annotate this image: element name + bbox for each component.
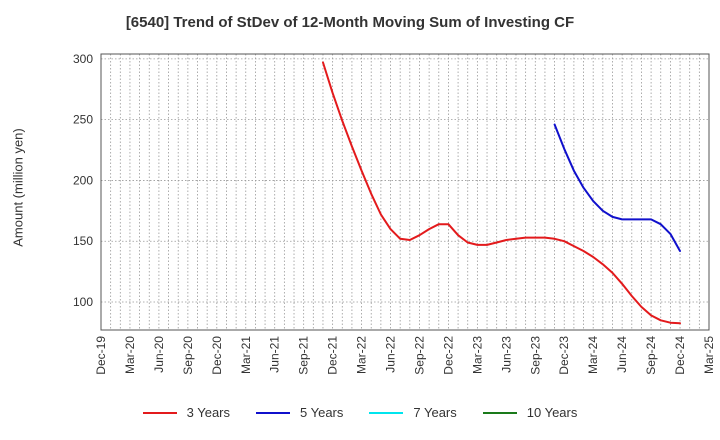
y-tick-label: 250 [73, 113, 93, 127]
x-tick-label: Sep-20 [181, 336, 195, 375]
legend-swatch [482, 411, 517, 414]
x-tick-label: Jun-24 [615, 336, 629, 373]
x-tick-label: Mar-24 [586, 336, 600, 374]
tick-labels: 100 150 200 250 300 Dec-19 Mar-20 Jun-20 Sep-20 D… [73, 52, 716, 375]
legend: 3 Years 5 Years 7 Years 10 Years [0, 405, 720, 420]
x-tick-label: Jun-20 [152, 336, 166, 373]
y-tick-label: 150 [73, 234, 93, 248]
x-tick-label: Mar-20 [123, 336, 137, 374]
x-tick-label: Sep-21 [297, 336, 311, 375]
plot-frame [100, 53, 710, 331]
x-tick-label: Dec-23 [557, 336, 571, 375]
y-tick-label: 200 [73, 173, 93, 187]
series-lines [322, 61, 681, 325]
x-tick-label: Mar-23 [470, 336, 484, 374]
x-tick-label: Dec-24 [673, 336, 687, 375]
x-tick-label: Dec-19 [94, 336, 108, 375]
legend-label: 10 Years [526, 405, 578, 420]
legend-swatch [142, 411, 177, 414]
x-tick-label: Dec-21 [326, 336, 340, 375]
legend-label: 7 Years [413, 405, 457, 420]
x-tick-label: Sep-22 [412, 336, 426, 375]
legend-item: 3 Years [142, 405, 230, 420]
x-tick-label: Sep-23 [528, 336, 542, 375]
legend-item: 5 Years [256, 405, 343, 420]
legend-swatch [369, 411, 404, 414]
y-tick-label: 100 [73, 295, 93, 309]
x-tick-label: Jun-21 [268, 336, 282, 373]
chart-title: [6540] Trend of StDev of 12-Month Moving… [125, 14, 575, 31]
x-tick-label: Mar-21 [239, 336, 253, 374]
legend-swatch [256, 411, 290, 414]
legend-label: 3 Years [186, 405, 230, 420]
legend-item: 7 Years [369, 405, 457, 420]
grid-lines [100, 54, 710, 330]
series-line-5-years [553, 123, 681, 252]
x-tick-label: Dec-20 [210, 336, 224, 375]
y-tick-label: 300 [73, 52, 93, 66]
x-tick-label: Mar-22 [355, 336, 369, 374]
x-tick-label: Jun-22 [384, 336, 398, 373]
x-tick-label: Dec-22 [441, 336, 455, 375]
legend-item: 10 Years [482, 405, 578, 420]
series-line-3-years [322, 61, 681, 325]
x-tick-label: Sep-24 [644, 336, 658, 375]
x-tick-label: Mar-25 [702, 336, 716, 374]
x-tick-label: Jun-23 [499, 336, 513, 373]
legend-label: 5 Years [300, 405, 344, 420]
